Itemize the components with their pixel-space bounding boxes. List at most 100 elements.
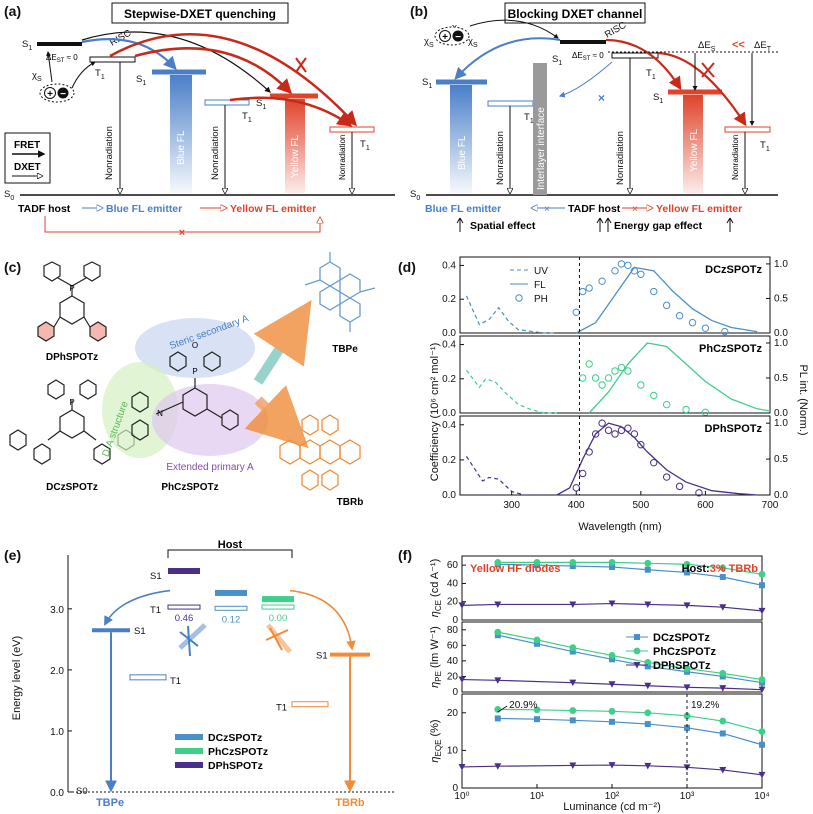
energy-tick: 3.0 [50, 605, 64, 616]
ph-point [624, 424, 632, 432]
tadf-host-label-b: TADF host [568, 203, 621, 215]
ph-point [598, 381, 606, 389]
yellow-t1-a [329, 126, 375, 133]
ph-point [591, 374, 600, 382]
phenyl-dcz-1 [47, 379, 65, 400]
phcz-point [758, 676, 766, 683]
delta-es-label: ΔES [698, 40, 716, 53]
nonrad-label-a1: Nonradiation [104, 126, 115, 180]
spectra-ytick-right: 0.0 [774, 328, 788, 339]
ph-point [572, 308, 580, 316]
energy-legend-label: PhCzSPOTz [208, 746, 268, 758]
carbazole-dcz-l2 [33, 443, 51, 465]
ph-point [572, 484, 580, 492]
energy-legend-swatch [175, 748, 203, 754]
spectra-subplot-frame [459, 415, 771, 496]
phcz-point [719, 564, 727, 572]
dcz-point [569, 563, 576, 570]
dcz-point [569, 648, 576, 655]
phcz-point [683, 560, 691, 568]
efficiency-xtick: 10² [605, 791, 620, 802]
ph-point [585, 284, 593, 292]
efficiency-legend-marker [634, 634, 640, 640]
efficiency-ytick: 60 [447, 560, 459, 571]
blue-t1-label-b: T1 [524, 112, 534, 125]
ph-point [650, 287, 658, 296]
phcz-point [569, 644, 577, 652]
spectra-ytick-right: 0.5 [774, 373, 788, 384]
tadf-host-label-a: TADF host [18, 203, 71, 215]
blocked-cross-a: × [179, 227, 185, 239]
plus-circle-b [439, 30, 451, 42]
phcz-point [533, 559, 541, 566]
panel-a-title: Stepwise-DXET quenching [124, 7, 276, 21]
panel-c: (c) P DPhSPOTz P DCzSPOTz [4, 252, 376, 508]
blue-t1-b [487, 100, 534, 107]
host-s1-label-b: S1 [552, 54, 562, 67]
phcz-point [494, 628, 502, 636]
nonrad-label-a2: Nonradiation [210, 126, 221, 180]
fl-series-line [588, 342, 771, 414]
dcz-point [569, 717, 576, 724]
nonrad-label-b3: Nonradiation [731, 135, 740, 180]
ph-point [585, 360, 593, 368]
spectra-ytick-left: 0.4 [442, 260, 456, 271]
blue-fl-label-b: Blue FL [457, 135, 468, 170]
cross-marker-b [701, 62, 715, 78]
ph-point [721, 327, 729, 336]
minus-sign-b: − [455, 32, 461, 43]
dph-point [569, 679, 577, 687]
panel-c-label: (c) [4, 259, 21, 275]
carbazole-phcz-1 [131, 391, 149, 413]
efficiency-series-line [497, 561, 763, 575]
phcz-point [569, 559, 577, 566]
triazine-ring-dph [59, 295, 85, 325]
yellow-emitter-label-a: Yellow FL emitter [230, 203, 316, 215]
spectra-ytick-right: 0.5 [774, 454, 788, 465]
interlayer-label: Interlayer interface [536, 107, 547, 190]
dcz-point [684, 724, 690, 731]
host-t1-a [89, 56, 136, 63]
dph-point [608, 681, 616, 688]
efficiency-xtick: 10¹ [530, 791, 545, 802]
efficiency-ytick: 20 [447, 708, 459, 719]
ph-point [591, 430, 600, 438]
spectra-subplot-title: DPhSPOTz [705, 423, 763, 435]
panel-d-label: (d) [398, 259, 416, 275]
efficiency-series-line [497, 717, 763, 746]
ph-point [637, 381, 645, 389]
triazine-ring-dcz [59, 409, 85, 439]
yellow-t1-b [724, 126, 771, 133]
ph-point [617, 363, 626, 372]
yellow-s1-label-b: S1 [653, 92, 663, 105]
mol-tbrb-label: TBRb [337, 497, 364, 508]
tbrb-ring-4 [339, 439, 361, 465]
dph-point [758, 607, 766, 615]
spectra-xtick: 700 [762, 500, 779, 511]
legend-ph-marker [515, 294, 523, 302]
panel-d: (d) 0.00.20.40.00.51.0DCzSPOTz0.00.20.40… [398, 256, 809, 533]
plus-sign-a: + [47, 89, 53, 100]
tbpe-ring-1 [319, 261, 341, 287]
ph-point [675, 482, 684, 491]
spectra-subplot-title: DCzSPOTz [705, 264, 762, 276]
tbpe-label: TBPe [96, 797, 124, 809]
dph-point [758, 686, 766, 694]
blue-emitter-label-a: Blue FL emitter [106, 203, 182, 215]
ph-point [675, 312, 684, 320]
phcz-point [719, 717, 727, 725]
spectra-ytick-right: 1.0 [774, 418, 788, 429]
dph-point [644, 601, 652, 608]
energy-ylabel: Energy level (eV) [11, 636, 23, 720]
phcz-point [608, 652, 616, 659]
tbrb-ph-3 [301, 469, 319, 491]
efficiency-ytick: 10 [447, 745, 459, 756]
blue-cross-e [179, 625, 199, 657]
efficiency-ylabel: ηEQE (%) [429, 719, 443, 762]
host-bracket [167, 549, 293, 558]
host-to-tbpe-arrow [104, 589, 171, 626]
ph-point [688, 318, 697, 327]
phcz-point [608, 707, 616, 715]
carbazole-dcz-r1 [93, 443, 111, 465]
ph-point [662, 400, 671, 409]
